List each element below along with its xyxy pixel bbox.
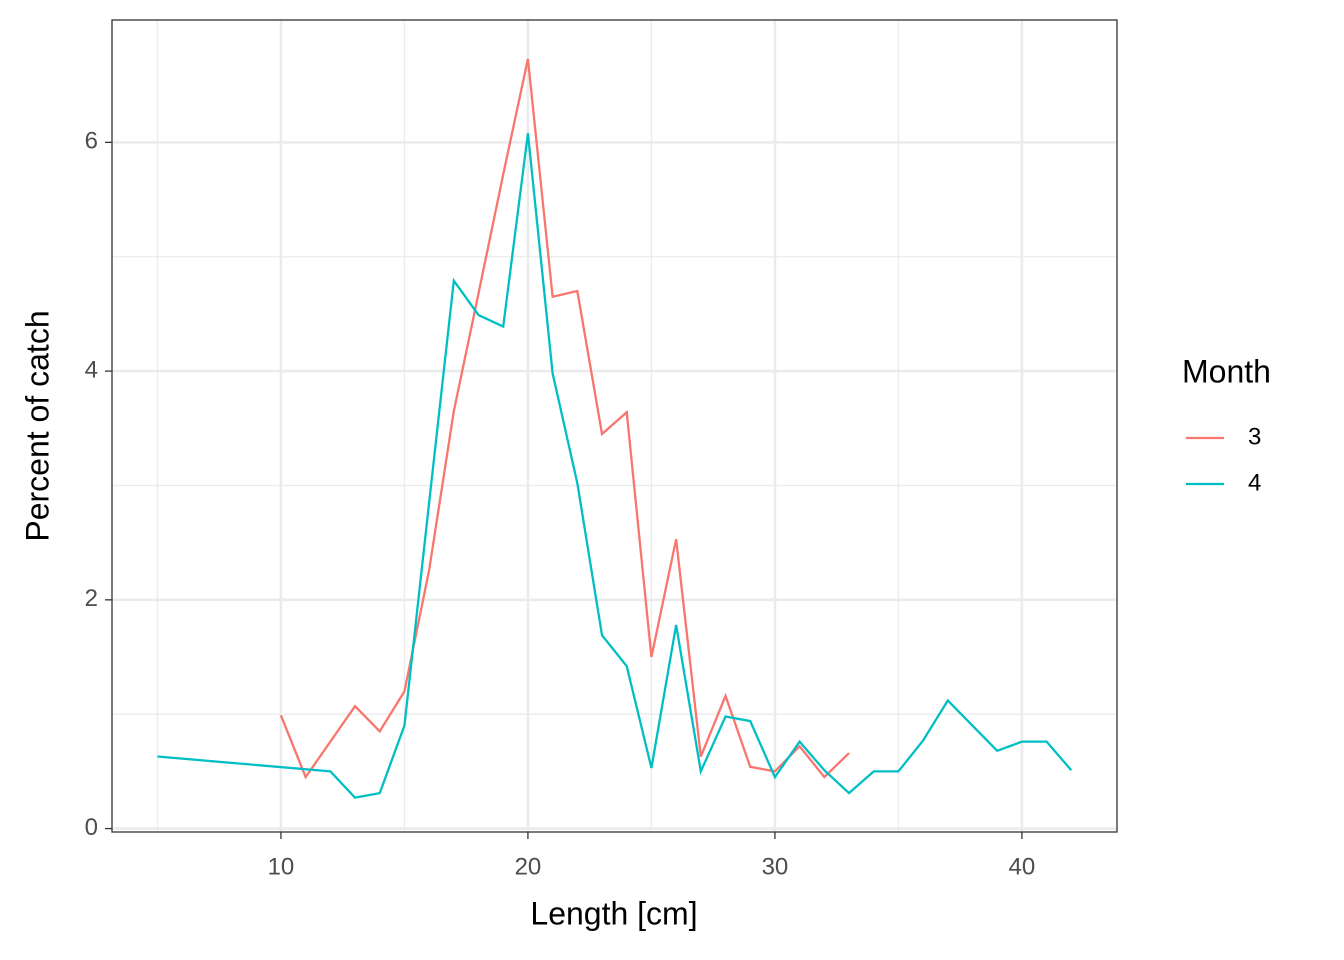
x-tick-label: 30 [762, 853, 789, 880]
legend-label: 3 [1248, 423, 1261, 450]
y-tick-label: 6 [85, 128, 98, 155]
x-tick-label: 10 [268, 853, 295, 880]
x-axis-label: Length [cm] [530, 895, 697, 931]
y-tick-label: 0 [85, 814, 98, 841]
series-line [157, 133, 1073, 799]
y-axis-label: Percent of catch [19, 310, 55, 541]
series-line [279, 58, 850, 780]
panel-border [111, 19, 1118, 833]
legend-label: 4 [1248, 469, 1261, 496]
y-tick-label: 2 [85, 585, 98, 612]
x-tick-label: 20 [515, 853, 542, 880]
y-tick-label: 4 [85, 356, 98, 383]
x-tick-label: 40 [1009, 853, 1036, 880]
legend-title: Month [1182, 353, 1271, 389]
